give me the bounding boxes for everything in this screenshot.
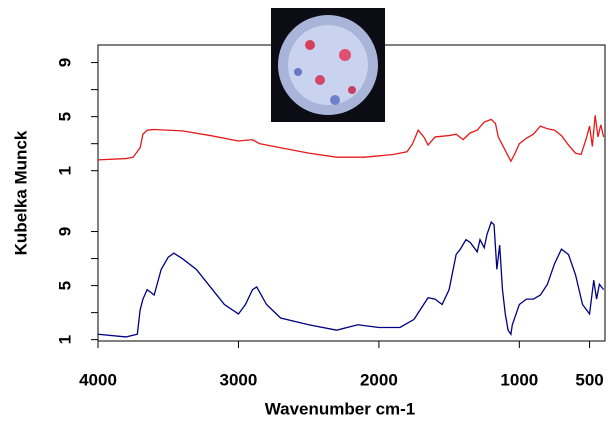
- y-tick-label: 5: [55, 281, 74, 290]
- spectrum-line: [97, 220, 605, 338]
- inset-photo: [271, 8, 385, 122]
- y-tick-label: 5: [55, 112, 74, 121]
- photo-spot: [305, 40, 315, 50]
- y-tick-label: 9: [55, 227, 74, 236]
- y-tick-label: 1: [55, 166, 74, 175]
- photo-spot: [330, 95, 340, 105]
- x-tick-label: 500: [575, 370, 603, 389]
- y-axis-title: Kubelka Munck: [11, 130, 30, 255]
- plot-area: [97, 115, 605, 338]
- y-tick-label: 9: [55, 58, 74, 67]
- spectrum-line: [97, 115, 605, 163]
- x-axis-title: Wavenumber cm-1: [265, 399, 416, 418]
- x-tick-label: 1000: [500, 370, 538, 389]
- photo-spot: [315, 75, 325, 85]
- photo-spot: [339, 49, 351, 61]
- x-tick-label: 3000: [220, 370, 258, 389]
- x-tick-label: 2000: [360, 370, 398, 389]
- y-tick-label: 1: [55, 335, 74, 344]
- photo-particle-core: [288, 25, 368, 105]
- x-tick-label: 4000: [79, 370, 117, 389]
- photo-spot: [348, 86, 356, 94]
- photo-spot: [294, 68, 302, 76]
